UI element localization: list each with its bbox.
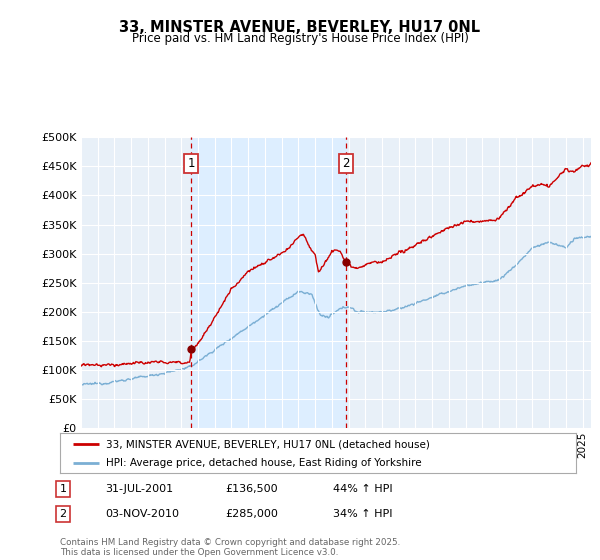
Text: £136,500: £136,500 xyxy=(225,484,278,494)
Text: 33, MINSTER AVENUE, BEVERLEY, HU17 0NL (detached house): 33, MINSTER AVENUE, BEVERLEY, HU17 0NL (… xyxy=(106,439,430,449)
Text: Contains HM Land Registry data © Crown copyright and database right 2025.
This d: Contains HM Land Registry data © Crown c… xyxy=(60,538,400,557)
Text: 2: 2 xyxy=(342,157,350,170)
Text: 2: 2 xyxy=(59,509,67,519)
Text: 31-JUL-2001: 31-JUL-2001 xyxy=(105,484,173,494)
Text: 44% ↑ HPI: 44% ↑ HPI xyxy=(333,484,392,494)
Text: £285,000: £285,000 xyxy=(225,509,278,519)
Text: 1: 1 xyxy=(187,157,195,170)
Text: 03-NOV-2010: 03-NOV-2010 xyxy=(105,509,179,519)
Text: Price paid vs. HM Land Registry's House Price Index (HPI): Price paid vs. HM Land Registry's House … xyxy=(131,32,469,45)
Bar xyxy=(191,137,346,428)
Text: 1: 1 xyxy=(59,484,67,494)
Text: HPI: Average price, detached house, East Riding of Yorkshire: HPI: Average price, detached house, East… xyxy=(106,458,422,468)
Text: 33, MINSTER AVENUE, BEVERLEY, HU17 0NL: 33, MINSTER AVENUE, BEVERLEY, HU17 0NL xyxy=(119,20,481,35)
Text: 34% ↑ HPI: 34% ↑ HPI xyxy=(333,509,392,519)
